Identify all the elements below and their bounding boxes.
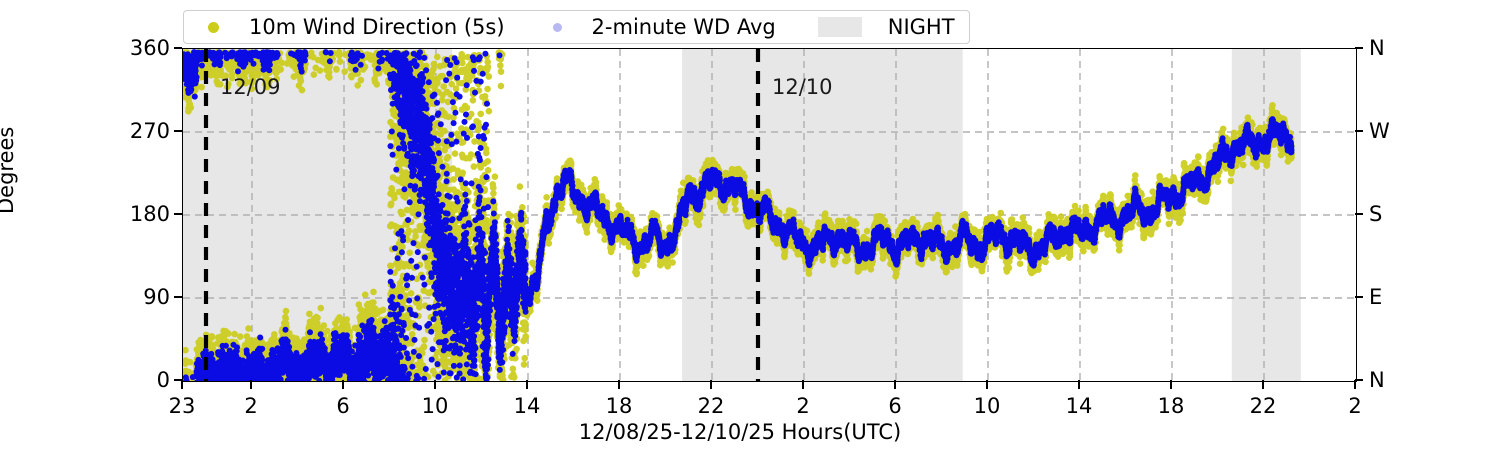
- legend-label-2-minute-wd-avg: 2-minute WD Avg: [592, 15, 776, 39]
- x-tick-label-2: 6: [336, 394, 349, 418]
- x-tick-mark-11: [1170, 380, 1172, 389]
- y2-tick-mark-1: [1355, 296, 1363, 298]
- x-tick-mark-13: [1354, 380, 1356, 389]
- legend-label-10m-wind-direction: 10m Wind Direction (5s): [249, 15, 505, 39]
- y-tick-label-0: 0: [60, 368, 170, 392]
- y2-tick-label-W-3: W: [1369, 119, 1429, 143]
- legend-label-night: NIGHT: [888, 15, 955, 39]
- day-boundary-markers-layer: [183, 49, 1356, 381]
- x-tick-mark-12: [1262, 380, 1264, 389]
- x-tick-mark-3: [434, 380, 436, 389]
- annotation-date-12-09: 12/09: [220, 75, 281, 99]
- x-tick-label-12: 22: [1250, 394, 1277, 418]
- y2-tick-mark-3: [1355, 130, 1363, 132]
- x-tick-label-10: 14: [1066, 394, 1093, 418]
- y-axis-title: Degrees: [0, 127, 18, 214]
- legend-marker-yellow-dot-icon: [208, 22, 219, 33]
- y-tick-mark-360: [174, 47, 182, 49]
- x-tick-label-11: 18: [1158, 394, 1185, 418]
- y2-tick-label-E-1: E: [1369, 285, 1429, 309]
- y2-tick-mark-2: [1355, 213, 1363, 215]
- x-tick-label-7: 2: [796, 394, 809, 418]
- annotation-date-12-10: 12/10: [772, 75, 833, 99]
- y-tick-label-90: 90: [60, 285, 170, 309]
- x-tick-label-9: 10: [974, 394, 1001, 418]
- y-tick-label-270: 270: [60, 119, 170, 143]
- x-tick-mark-8: [894, 380, 896, 389]
- y2-tick-label-N-0: N: [1369, 368, 1429, 392]
- y-tick-label-180: 180: [60, 202, 170, 226]
- x-tick-label-3: 10: [422, 394, 449, 418]
- x-tick-mark-5: [618, 380, 620, 389]
- y-tick-label-360: 360: [60, 36, 170, 60]
- x-tick-mark-9: [986, 380, 988, 389]
- legend-item-10m-wind-direction: 10m Wind Direction (5s): [198, 15, 505, 39]
- x-tick-mark-1: [250, 380, 252, 389]
- x-tick-label-8: 6: [888, 394, 901, 418]
- x-tick-mark-2: [342, 380, 344, 389]
- plot-area: 12/09 12/10: [182, 48, 1357, 382]
- x-tick-mark-6: [710, 380, 712, 389]
- legend-marker-night-patch-icon: [818, 17, 862, 37]
- x-tick-label-5: 18: [606, 394, 633, 418]
- y-tick-mark-180: [174, 213, 182, 215]
- y-tick-mark-270: [174, 130, 182, 132]
- x-tick-mark-10: [1078, 380, 1080, 389]
- x-tick-label-1: 2: [244, 394, 257, 418]
- x-tick-label-0: 23: [169, 394, 196, 418]
- legend-marker-blue-dot-icon: [553, 23, 562, 32]
- y2-tick-mark-4: [1355, 47, 1363, 49]
- x-tick-label-6: 22: [698, 394, 725, 418]
- x-tick-mark-0: [181, 380, 183, 389]
- chart-legend: 10m Wind Direction (5s) 2-minute WD Avg …: [183, 10, 970, 44]
- x-tick-label-4: 14: [514, 394, 541, 418]
- legend-item-2-minute-wd-avg: 2-minute WD Avg: [505, 15, 776, 39]
- y2-tick-mark-0: [1355, 379, 1363, 381]
- y2-tick-label-N-4: N: [1369, 36, 1429, 60]
- x-axis-title: 12/08/25-12/10/25 Hours(UTC): [0, 420, 1500, 444]
- x-tick-mark-4: [526, 380, 528, 389]
- legend-item-night: NIGHT: [776, 15, 955, 39]
- x-tick-label-13: 2: [1348, 394, 1361, 418]
- x-tick-mark-7: [802, 380, 804, 389]
- y2-tick-label-S-2: S: [1369, 202, 1429, 226]
- y-tick-mark-90: [174, 296, 182, 298]
